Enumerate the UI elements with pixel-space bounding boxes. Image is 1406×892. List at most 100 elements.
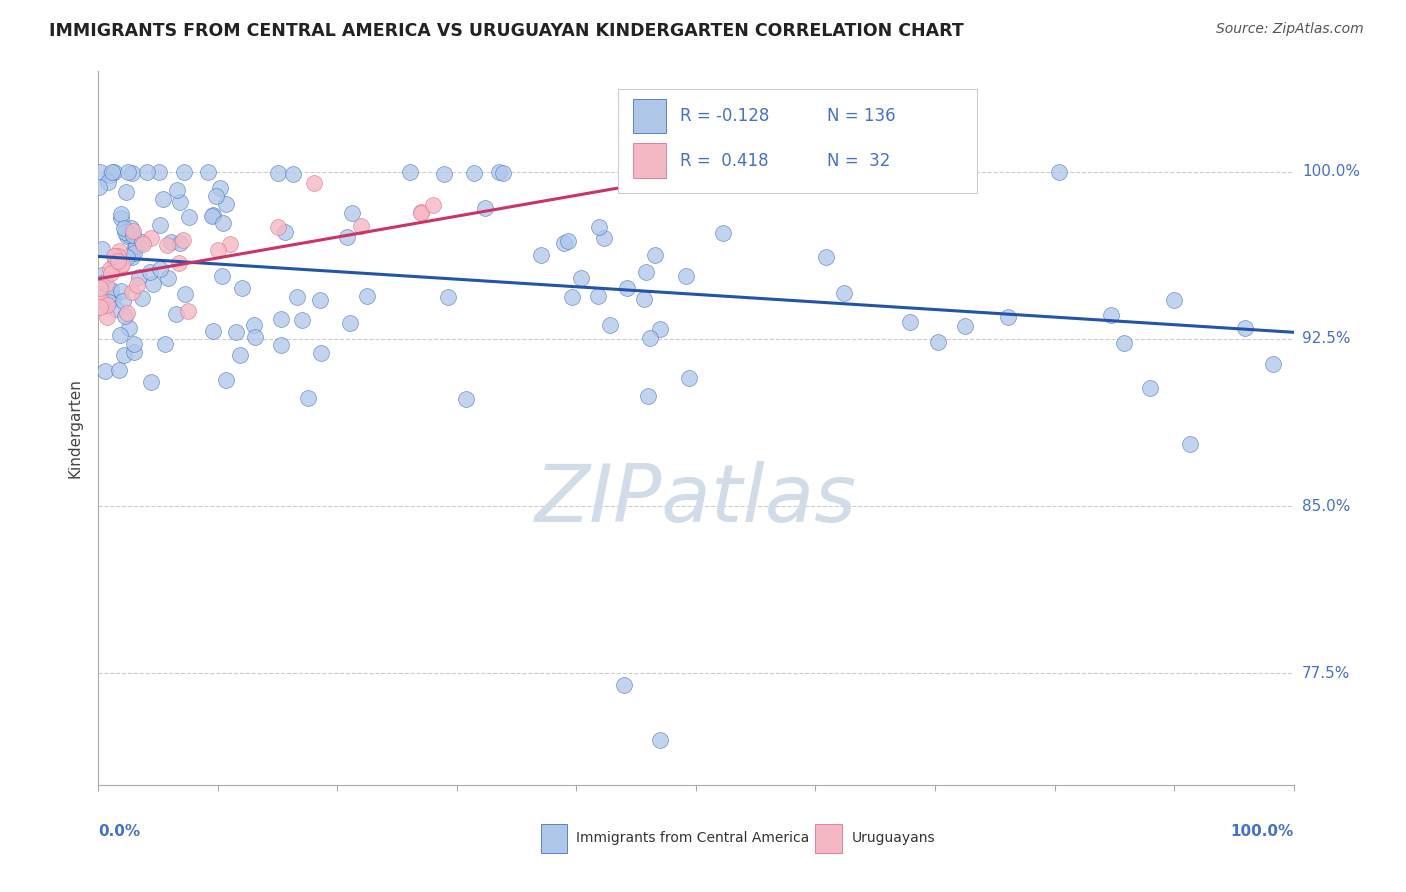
Point bbox=[97, 175, 120, 189]
Point bbox=[117, 228, 139, 243]
Point bbox=[201, 209, 224, 223]
Text: 100.0%: 100.0% bbox=[1302, 164, 1360, 179]
Point bbox=[209, 181, 232, 195]
Point bbox=[112, 348, 135, 362]
Point bbox=[411, 206, 433, 220]
Point bbox=[202, 208, 225, 222]
Point bbox=[120, 220, 142, 235]
Point bbox=[1233, 320, 1256, 334]
Point bbox=[561, 290, 583, 304]
Point bbox=[122, 246, 145, 260]
Point bbox=[1139, 381, 1161, 395]
Point bbox=[167, 256, 190, 270]
Point bbox=[121, 285, 143, 299]
Text: R =  0.418: R = 0.418 bbox=[681, 152, 769, 169]
Point bbox=[115, 228, 138, 243]
Point bbox=[644, 248, 666, 262]
Point bbox=[637, 389, 659, 403]
Point bbox=[100, 283, 122, 297]
Point bbox=[111, 257, 134, 271]
Point bbox=[107, 249, 129, 263]
Point bbox=[91, 268, 114, 282]
Point bbox=[128, 269, 150, 284]
Point bbox=[225, 325, 247, 339]
Point bbox=[1261, 357, 1284, 371]
Point bbox=[553, 236, 575, 251]
Point bbox=[153, 337, 176, 351]
Point bbox=[114, 309, 136, 323]
Point bbox=[118, 321, 141, 335]
Text: N =  32: N = 32 bbox=[827, 152, 891, 169]
Point bbox=[648, 322, 671, 336]
Point bbox=[422, 198, 444, 212]
Point bbox=[124, 240, 146, 254]
Point bbox=[110, 211, 132, 226]
Point bbox=[433, 167, 456, 181]
Point bbox=[891, 166, 914, 180]
Point bbox=[569, 271, 592, 285]
Point bbox=[139, 231, 162, 245]
Text: 92.5%: 92.5% bbox=[1302, 332, 1350, 346]
Point bbox=[626, 164, 648, 178]
Point bbox=[142, 277, 165, 292]
Point bbox=[492, 166, 515, 180]
Point bbox=[243, 330, 266, 344]
Point bbox=[122, 345, 145, 359]
Point bbox=[437, 290, 460, 304]
Point bbox=[1180, 437, 1202, 451]
Point bbox=[115, 306, 138, 320]
FancyBboxPatch shape bbox=[633, 144, 666, 178]
Point bbox=[308, 293, 330, 308]
Point bbox=[205, 189, 228, 203]
Point bbox=[131, 291, 153, 305]
Point bbox=[588, 289, 610, 303]
Point bbox=[1163, 293, 1185, 307]
Point bbox=[675, 268, 697, 283]
Point bbox=[350, 219, 373, 233]
Point bbox=[148, 164, 170, 178]
Point bbox=[165, 307, 187, 321]
Point bbox=[815, 250, 838, 264]
Point bbox=[166, 183, 188, 197]
Point bbox=[270, 338, 292, 352]
Point bbox=[108, 363, 131, 377]
Text: 85.0%: 85.0% bbox=[1302, 499, 1350, 514]
Point bbox=[103, 250, 125, 264]
Point bbox=[1112, 336, 1135, 351]
Point bbox=[90, 242, 112, 256]
Point bbox=[243, 318, 266, 332]
FancyBboxPatch shape bbox=[633, 99, 666, 134]
Point bbox=[270, 311, 292, 326]
Point bbox=[114, 226, 136, 240]
Point bbox=[174, 287, 197, 301]
Point bbox=[96, 298, 118, 312]
Point bbox=[267, 220, 290, 235]
Point bbox=[411, 204, 433, 219]
Point bbox=[557, 235, 579, 249]
Point bbox=[177, 210, 200, 224]
Point bbox=[616, 280, 638, 294]
Point bbox=[638, 331, 661, 345]
Point bbox=[211, 269, 233, 284]
Point bbox=[110, 207, 132, 221]
Point bbox=[169, 235, 191, 250]
Point bbox=[141, 375, 163, 389]
Point bbox=[89, 281, 111, 295]
Point bbox=[636, 265, 658, 279]
Point bbox=[291, 313, 314, 327]
Point bbox=[297, 391, 319, 405]
Point bbox=[588, 220, 610, 235]
Point bbox=[997, 310, 1019, 325]
Point bbox=[96, 310, 118, 324]
Point bbox=[125, 278, 148, 293]
Point bbox=[121, 250, 143, 264]
Point bbox=[955, 318, 977, 333]
Point bbox=[176, 303, 198, 318]
Point bbox=[336, 230, 359, 244]
Point bbox=[592, 231, 614, 245]
Point bbox=[87, 180, 110, 194]
Point bbox=[107, 254, 129, 268]
Point bbox=[463, 166, 485, 180]
Point bbox=[339, 317, 361, 331]
Point bbox=[169, 194, 191, 209]
